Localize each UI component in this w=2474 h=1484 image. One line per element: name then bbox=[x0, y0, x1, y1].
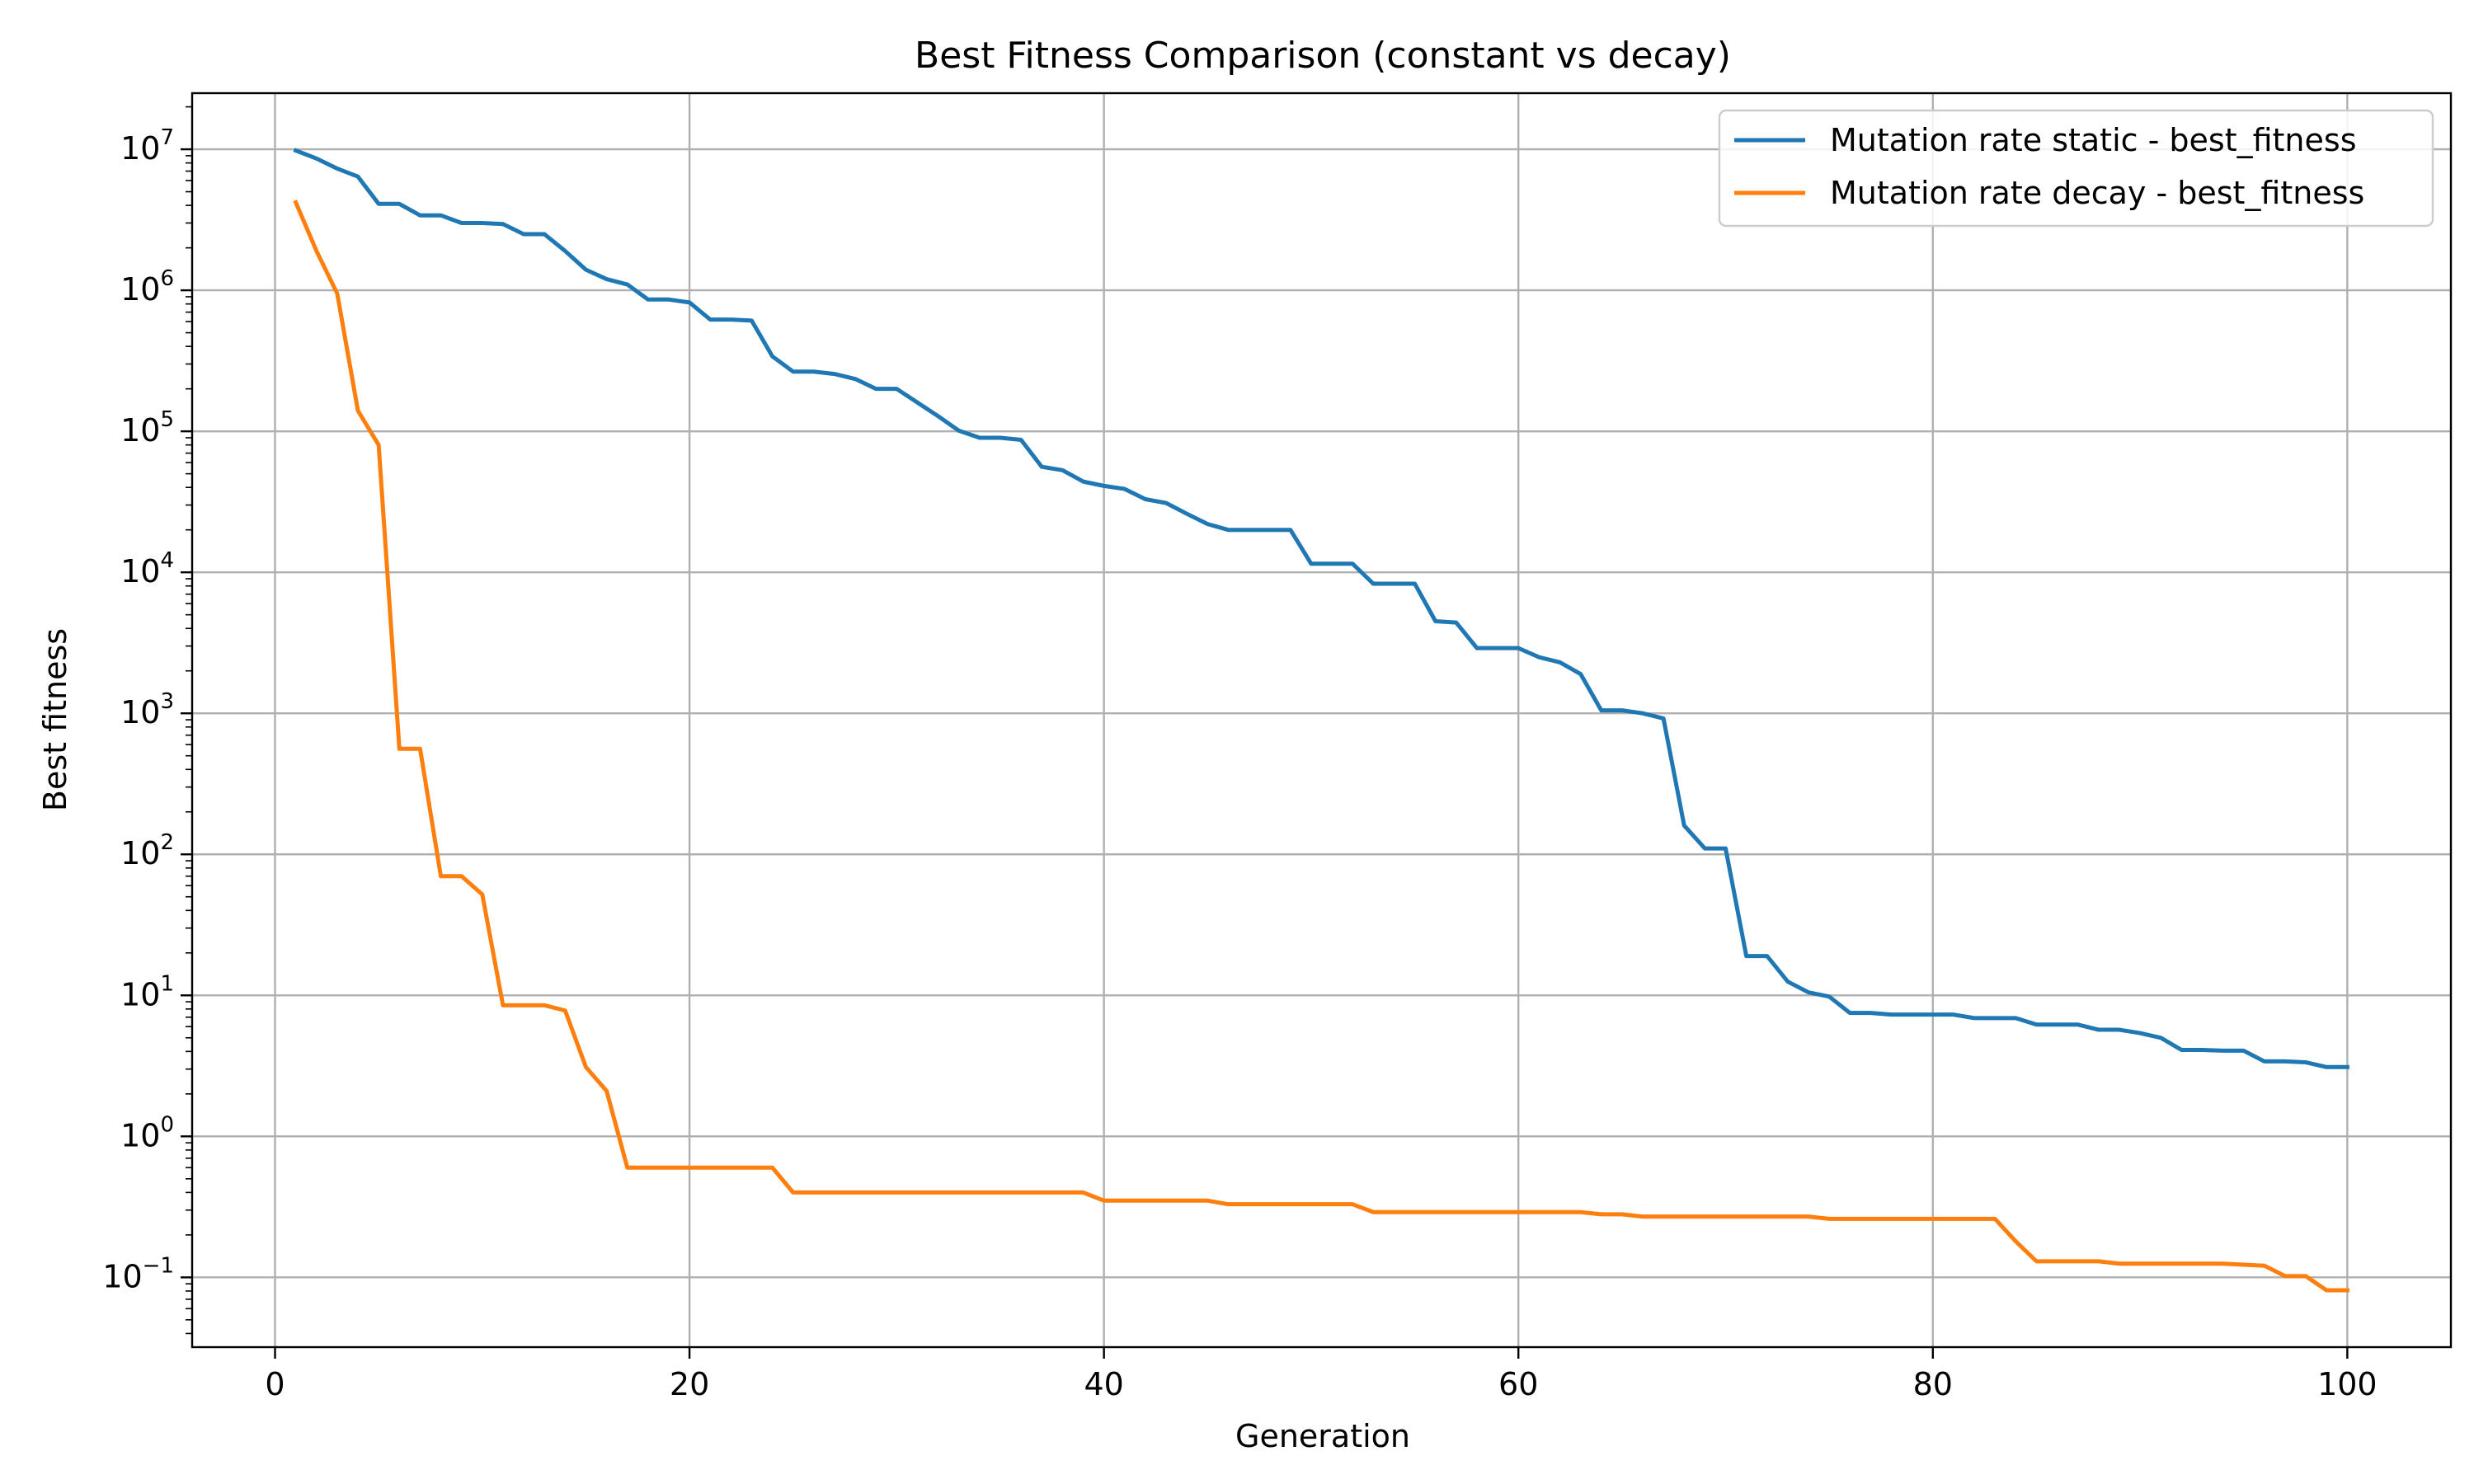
y-tick-label: 100 bbox=[120, 1112, 174, 1153]
x-tick-label: 40 bbox=[1084, 1366, 1123, 1402]
y-tick-exponent: 3 bbox=[160, 689, 174, 714]
y-tick-base: 10 bbox=[120, 1117, 160, 1153]
legend: Mutation rate static - best_fitness Mutat… bbox=[1718, 109, 2434, 228]
x-tick-label: 100 bbox=[2317, 1366, 2378, 1402]
y-tick-label: 107 bbox=[120, 125, 174, 167]
y-tick-label: 106 bbox=[120, 266, 174, 308]
y-tick-base: 10 bbox=[120, 976, 160, 1012]
y-tick-label: 102 bbox=[120, 830, 174, 871]
y-tick-label: 105 bbox=[120, 407, 174, 448]
y-tick-base: 10 bbox=[102, 1258, 142, 1294]
grid bbox=[192, 93, 2451, 1347]
x-tick-label: 0 bbox=[265, 1366, 285, 1402]
y-tick-base: 10 bbox=[120, 835, 160, 871]
y-tick-exponent: 2 bbox=[160, 830, 174, 855]
legend-label: Mutation rate static - best_fitness bbox=[1830, 122, 2357, 158]
y-tick-label: 103 bbox=[120, 689, 174, 730]
y-tick-base: 10 bbox=[120, 553, 160, 589]
y-tick-exponent: 1 bbox=[160, 971, 174, 996]
legend-box bbox=[1718, 109, 2434, 228]
x-tick-label: 20 bbox=[670, 1366, 709, 1402]
x-axis-label: Generation bbox=[1235, 1418, 1410, 1454]
y-tick-base: 10 bbox=[120, 694, 160, 730]
chart-title: Best Fitness Comparison (constant vs dec… bbox=[915, 35, 1731, 77]
y-axis-label: Best fitness bbox=[37, 628, 73, 811]
y-tick-label: 101 bbox=[120, 971, 174, 1012]
y-tick-exponent: 7 bbox=[160, 125, 174, 150]
y-tick-label: 10−1 bbox=[102, 1253, 174, 1294]
series-layer bbox=[293, 148, 2349, 1293]
y-tick-base: 10 bbox=[120, 271, 160, 308]
y-tick-base: 10 bbox=[120, 130, 160, 167]
y-tick-exponent: 5 bbox=[160, 407, 174, 432]
x-tick-label: 60 bbox=[1498, 1366, 1538, 1402]
series-line-static bbox=[293, 148, 2349, 1069]
y-tick-exponent: 6 bbox=[160, 266, 174, 291]
y-tick-exponent: −1 bbox=[143, 1253, 174, 1278]
y-tick-exponent: 0 bbox=[160, 1112, 174, 1137]
y-tick-exponent: 4 bbox=[160, 548, 174, 573]
y-tick-base: 10 bbox=[120, 412, 160, 448]
legend-label: Mutation rate decay - best_fitness bbox=[1830, 175, 2364, 211]
series-line-decay bbox=[293, 200, 2349, 1293]
y-tick-label: 104 bbox=[120, 548, 174, 589]
plot-frame bbox=[190, 92, 2453, 1349]
x-tick-label: 80 bbox=[1913, 1366, 1953, 1402]
